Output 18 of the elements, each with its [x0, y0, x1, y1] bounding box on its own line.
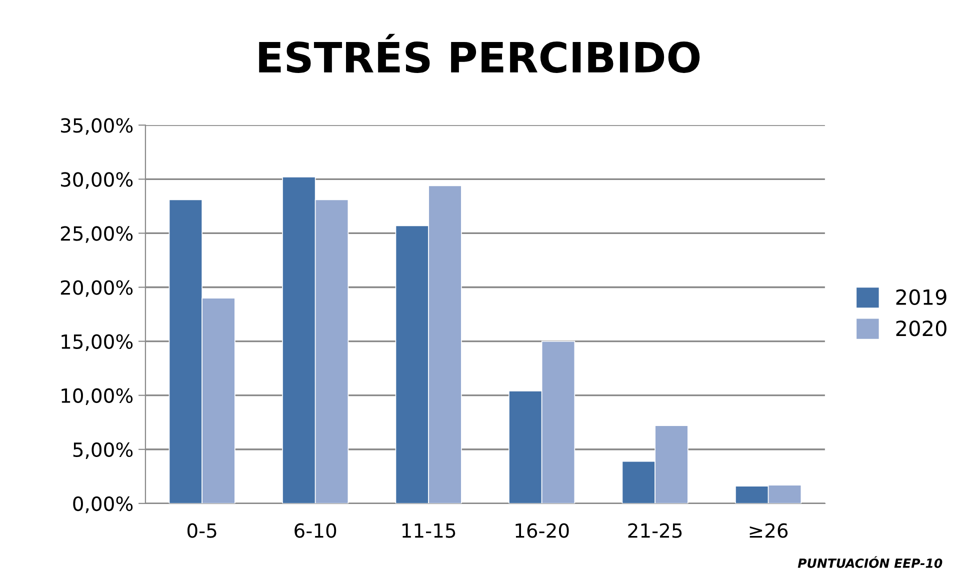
y-tick-label: 15,00% — [62, 334, 133, 351]
x-tick-label: 11-15 — [402, 523, 456, 538]
x-tick-label: ≥26 — [750, 523, 788, 538]
y-tick-label: 30,00% — [61, 172, 133, 189]
y-tick-label: 10,00% — [62, 388, 133, 405]
x-tick-label: 16-20 — [516, 523, 569, 538]
x-tick-label: 0-5 — [187, 523, 216, 538]
x-tick-label: 21-25 — [628, 523, 682, 538]
y-tick-label: 35,00% — [61, 118, 133, 135]
chart-title: ESTRÉS PERCIBIDO — [259, 34, 700, 73]
y-tick-label: 5,00% — [73, 442, 133, 460]
legend-label: 2020 — [896, 320, 946, 336]
x-tick-label: 6-10 — [294, 523, 336, 538]
y-tick-label: 25,00% — [60, 226, 133, 243]
y-tick-label: 0,00% — [73, 496, 133, 514]
y-tick-label: 20,00% — [60, 280, 133, 297]
legend-label: 2019 — [896, 289, 946, 306]
text: PUNTUACIÓN EEP-10 — [798, 556, 942, 568]
